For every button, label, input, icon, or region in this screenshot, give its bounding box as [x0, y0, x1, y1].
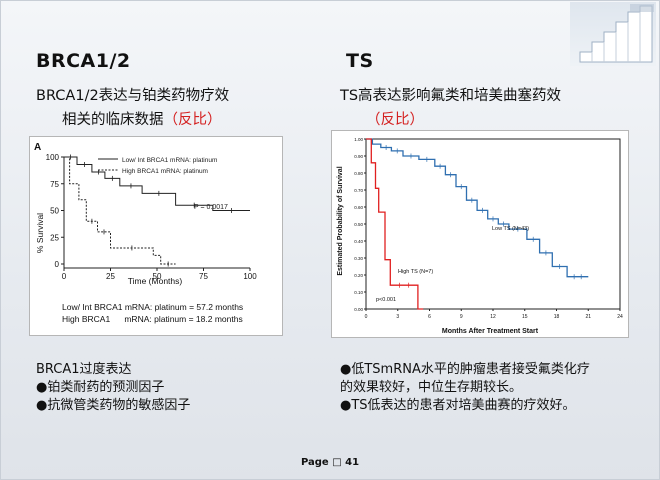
chart-b-ytick-label: 0.60 — [354, 205, 363, 210]
left-subtitle-line2: 相关的临床数据（反比） — [62, 108, 222, 132]
chart-b-xtick-label: 18 — [554, 314, 560, 320]
right-bullet-1-cont: 的效果较好，中位生存期较长。 — [340, 380, 523, 395]
brca-survival-chart: A % Survival Time (Months) 0 25 50 75 100 0 25… — [34, 142, 257, 324]
chart-b-xtick-label: 24 — [617, 314, 623, 320]
chart-a-note-high: High BRCA1 mRNA: platinum = 18.2 months — [62, 314, 243, 324]
series-line-low-ts — [366, 138, 589, 278]
left-subtitle-text: 相关的临床数据 — [62, 112, 164, 128]
right-subtitle-line1: TS高表达影响氟类和培美曲塞药效 — [340, 88, 562, 104]
chart-b-frame — [365, 138, 621, 310]
right-bullets: ●低TSmRNA水平的肿瘤患者接受氟类化疗 的效果较好，中位生存期较长。 ●TS… — [340, 361, 590, 415]
chart-a-note-low: Low/ Int BRCA1 mRNA: platinum = 57.2 mon… — [62, 302, 243, 312]
chart-b-xtick-label: 6 — [428, 314, 431, 320]
left-heading: BRCA1/2 — [36, 50, 131, 72]
chart-a-xtick-label: 50 — [153, 272, 162, 281]
chart-a-ytick-label: 25 — [50, 233, 59, 242]
chart-b-ytick-label: 0.00 — [354, 307, 363, 312]
chart-a-xtick-label: 25 — [106, 272, 115, 281]
chart-a-xlabel: Time (Months) — [128, 276, 183, 286]
series-line-high-ts — [366, 138, 424, 310]
chart-b-pvalue: p<0.001 — [376, 297, 396, 303]
page-footer: Page □ 41 — [0, 457, 660, 468]
chart-b-xtick-label: 9 — [460, 314, 463, 320]
chart-b-xtick-label: 21 — [585, 314, 591, 320]
page-box-glyph: □ — [332, 457, 342, 468]
chart-a-xtick-label: 75 — [199, 272, 208, 281]
chart-a-ytick-label: 0 — [55, 260, 60, 269]
left-bullet-intro: BRCA1过度表达 — [36, 362, 132, 377]
chart-b-ytick-label: 0.40 — [354, 239, 363, 244]
chart-a-xtick-label: 100 — [243, 272, 257, 281]
brca-chart-panel: A % Survival Time (Months) 0 25 50 75 100 0 25… — [29, 136, 283, 336]
chart-b-ytick-label: 0.80 — [354, 171, 363, 176]
chart-a-ytick-label: 100 — [46, 153, 60, 162]
chart-b-xtick-label: 0 — [365, 314, 368, 320]
left-bullet-2: ●抗微管类药物的敏感因子 — [36, 398, 191, 413]
series-line-high — [64, 156, 176, 265]
chart-a-ytick-label: 75 — [50, 180, 59, 189]
chart-a-pvalue: P = 0.0017 — [194, 204, 228, 211]
chart-a-ytick-label: 50 — [50, 207, 59, 216]
series-label-high-ts: High TS (N=7) — [398, 269, 433, 275]
chart-b-ytick-label: 1.00 — [354, 137, 363, 142]
chart-a-panel-label: A — [34, 142, 41, 153]
chart-b-ytick-label: 0.70 — [354, 188, 363, 193]
right-bullet-1: ●低TSmRNA水平的肿瘤患者接受氟类化疗 — [340, 362, 590, 377]
legend-label-low-int: Low/ Int BRCA1 mRNA: platinum — [122, 157, 217, 164]
right-bullet-2: ●TS低表达的患者对培美曲赛的疗效好。 — [340, 398, 576, 413]
staircase-decoration — [570, 2, 656, 66]
left-subtitle-line1: BRCA1/2表达与铂类药物疗效 — [36, 88, 230, 104]
left-bullets: BRCA1过度表达 ●铂类耐药的预测因子 ●抗微管类药物的敏感因子 — [36, 361, 190, 415]
legend-label-high: High BRCA1 mRNA: platinum — [122, 168, 208, 175]
left-bullet-1: ●铂类耐药的预测因子 — [36, 380, 165, 395]
chart-b-ytick-label: 0.20 — [354, 273, 363, 278]
chart-b-xtick-label: 12 — [490, 314, 496, 320]
right-subtitle-tag: （反比） — [366, 112, 424, 128]
page-label: Page — [300, 457, 333, 468]
chart-b-xlabel: Months After Treatment Start — [442, 328, 539, 335]
chart-b-xtick-label: 15 — [522, 314, 528, 320]
series-line-low-int — [64, 156, 250, 211]
right-heading: TS — [346, 50, 374, 72]
series-label-low-ts: Low TS (N=43) — [492, 226, 529, 232]
chart-b-ytick-label: 0.90 — [354, 154, 363, 159]
ts-survival-chart: Estimated Probability of Survival Months… — [337, 137, 623, 335]
chart-b-ytick-label: 0.50 — [354, 222, 363, 227]
chart-a-xtick-label: 0 — [62, 272, 67, 281]
page-number: 41 — [341, 457, 360, 468]
chart-b-ytick-label: 0.30 — [354, 256, 363, 261]
left-subtitle-tag: （反比） — [163, 112, 222, 128]
chart-b-xtick-label: 3 — [396, 314, 399, 320]
chart-a-ylabel: % Survival — [35, 213, 45, 253]
chart-b-ytick-label: 0.10 — [354, 290, 363, 295]
ts-chart-panel: Estimated Probability of Survival Months… — [331, 130, 629, 338]
chart-b-ylabel: Estimated Probability of Survival — [337, 166, 344, 275]
